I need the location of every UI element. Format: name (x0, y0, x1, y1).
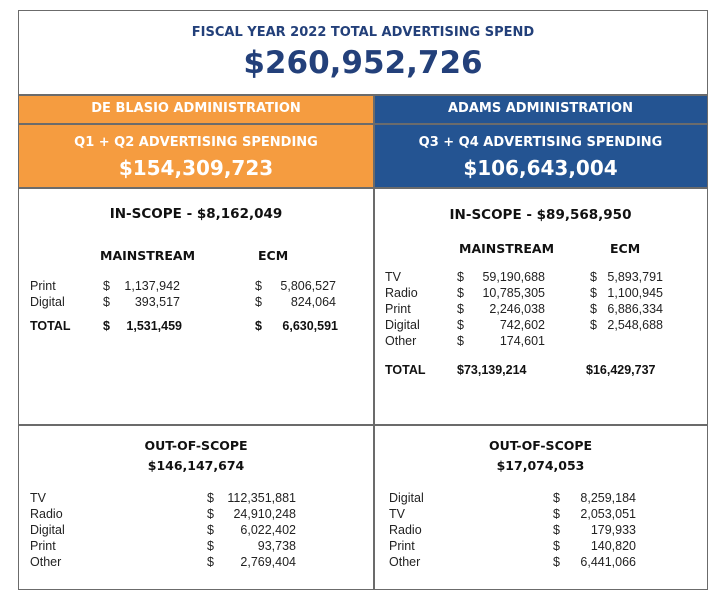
row-label: TV (385, 270, 401, 284)
out-of-scope-value: 2,053,051 (580, 507, 636, 521)
ecm-header: ECM (258, 248, 289, 263)
de-blasio-period: Q1 + Q2 ADVERTISING SPENDING (74, 135, 318, 150)
currency-symbol: $ (103, 319, 110, 333)
adams-in-scope-title: IN-SCOPE - $89,568,950 (449, 207, 632, 223)
currency-symbol: $ (207, 523, 214, 537)
currency-symbol: $ (553, 555, 560, 569)
ecm-value: 824,064 (290, 295, 336, 309)
row-label: Print (389, 539, 415, 553)
currency-symbol: $ (207, 491, 214, 505)
out-of-scope-value: 6,022,402 (240, 523, 296, 537)
currency-symbol: $ (590, 318, 597, 332)
currency-symbol: $ (590, 302, 597, 316)
currency-symbol: $ (457, 318, 464, 332)
row-label: Other (385, 334, 417, 348)
row-label: Radio (30, 507, 63, 521)
mainstream-value: 10,785,305 (482, 286, 545, 300)
currency-symbol: $ (207, 555, 214, 569)
row-label: Radio (389, 523, 422, 537)
currency-symbol: $ (553, 523, 560, 537)
ecm-value: 2,548,688 (607, 318, 663, 332)
currency-symbol: $ (457, 270, 464, 284)
total-spend: $260,952,726 (243, 45, 483, 81)
row-label: Print (385, 302, 411, 316)
total-ecm: $16,429,737 (586, 363, 656, 377)
currency-symbol: $ (255, 295, 262, 309)
out-of-scope-value: 24,910,248 (233, 507, 296, 521)
currency-symbol: $ (207, 507, 214, 521)
row-label: Digital (389, 491, 424, 505)
out-of-scope-value: 6,441,066 (580, 555, 636, 569)
row-label: Digital (30, 523, 65, 537)
de-blasio-in-scope-title: IN-SCOPE - $8,162,049 (109, 206, 283, 222)
total-ecm: 6,630,591 (282, 319, 338, 333)
total-label: TOTAL (30, 319, 71, 333)
mainstream-value: 2,246,038 (489, 302, 545, 316)
currency-symbol: $ (457, 334, 464, 348)
out-of-scope-total: $17,074,053 (496, 458, 585, 473)
currency-symbol: $ (103, 295, 110, 309)
adams-admin-label: ADAMS ADMINISTRATION (447, 101, 633, 116)
currency-symbol: $ (590, 286, 597, 300)
page-title: FISCAL YEAR 2022 TOTAL ADVERTISING SPEND (191, 25, 535, 40)
ecm-header: ECM (610, 241, 641, 256)
mainstream-value: 174,601 (499, 334, 545, 348)
mainstream-value: 742,602 (499, 318, 545, 332)
row-label: Print (30, 539, 56, 553)
currency-symbol: $ (590, 270, 597, 284)
out-of-scope-value: 112,351,881 (227, 491, 296, 505)
out-of-scope-value: 93,738 (257, 539, 296, 553)
row-label: Digital (385, 318, 420, 332)
out-of-scope-title: OUT-OF-SCOPE (488, 438, 593, 453)
row-label: TV (389, 507, 405, 521)
currency-symbol: $ (553, 539, 560, 553)
currency-symbol: $ (103, 279, 110, 293)
column-divider (373, 94, 375, 590)
mainstream-value: 59,190,688 (482, 270, 545, 284)
mainstream-header: MAINSTREAM (100, 248, 196, 263)
adams-period-total: $106,643,004 (463, 156, 618, 180)
mainstream-header: MAINSTREAM (459, 241, 555, 256)
out-of-scope-total: $146,147,674 (147, 458, 245, 473)
row-label: Digital (30, 295, 65, 309)
currency-symbol: $ (207, 539, 214, 553)
currency-symbol: $ (457, 286, 464, 300)
row-label: Other (389, 555, 421, 569)
de-blasio-period-total: $154,309,723 (118, 156, 274, 180)
currency-symbol: $ (255, 319, 262, 333)
spend-table (18, 10, 708, 590)
currency-symbol: $ (255, 279, 262, 293)
row-label: Other (30, 555, 62, 569)
mainstream-value: 393,517 (134, 295, 180, 309)
currency-symbol: $ (457, 302, 464, 316)
de-blasio-admin-label: DE BLASIO ADMINISTRATION (91, 101, 301, 116)
ecm-value: 5,893,791 (607, 270, 663, 284)
out-of-scope-value: 8,259,184 (580, 491, 636, 505)
row-label: Print (30, 279, 56, 293)
total-label: TOTAL (385, 363, 426, 377)
row-label: Radio (385, 286, 418, 300)
adams-period: Q3 + Q4 ADVERTISING SPENDING (418, 135, 663, 150)
de-blasio-band (19, 95, 373, 187)
currency-symbol: $ (553, 507, 560, 521)
currency-symbol: $ (553, 491, 560, 505)
row-label: TV (30, 491, 46, 505)
adams-band (374, 95, 707, 187)
ecm-value: 5,806,527 (280, 279, 336, 293)
mainstream-value: 1,137,942 (124, 279, 180, 293)
out-of-scope-value: 140,820 (590, 539, 636, 553)
out-of-scope-value: 179,933 (590, 523, 636, 537)
total-mainstream: 1,531,459 (126, 319, 182, 333)
out-of-scope-value: 2,769,404 (240, 555, 296, 569)
total-mainstream: $73,139,214 (457, 363, 527, 377)
ecm-value: 6,886,334 (607, 302, 663, 316)
ecm-value: 1,100,945 (607, 286, 663, 300)
out-of-scope-title: OUT-OF-SCOPE (144, 438, 248, 453)
